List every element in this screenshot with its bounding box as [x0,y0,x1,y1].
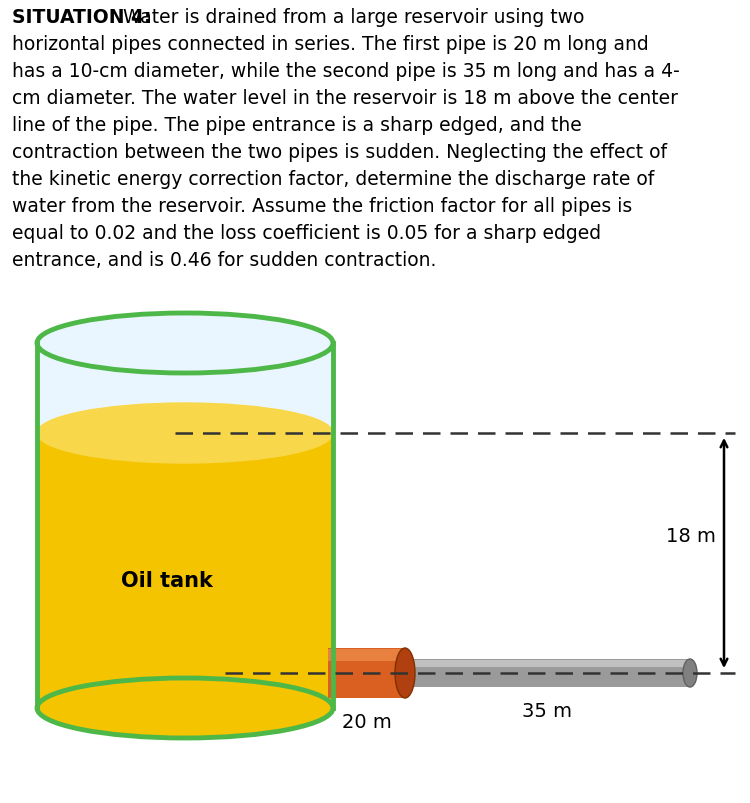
Text: contraction between the two pipes is sudden. Neglecting the effect of: contraction between the two pipes is sud… [12,143,667,161]
Text: 18 m: 18 m [666,526,716,544]
Text: has a 10-cm diameter, while the second pipe is 35 m long and has a 4-: has a 10-cm diameter, while the second p… [12,62,680,81]
Ellipse shape [37,679,333,738]
Ellipse shape [37,403,333,463]
Text: entrance, and is 0.46 for sudden contraction.: entrance, and is 0.46 for sudden contrac… [12,251,436,270]
Text: horizontal pipes connected in series. The first pipe is 20 m long and: horizontal pipes connected in series. Th… [12,35,649,54]
Ellipse shape [395,648,415,698]
Bar [405,659,690,687]
Ellipse shape [683,659,697,687]
Text: Oil tank: Oil tank [121,571,213,591]
Ellipse shape [37,314,333,373]
Bar [405,661,690,666]
Text: 20 m: 20 m [341,712,392,731]
Text: SITUATION 4:: SITUATION 4: [12,8,158,27]
Text: line of the pipe. The pipe entrance is a sharp edged, and the: line of the pipe. The pipe entrance is a… [12,116,582,135]
Text: Water is drained from a large reservoir using two: Water is drained from a large reservoir … [123,8,584,27]
Text: equal to 0.02 and the loss coefficient is 0.05 for a sharp edged: equal to 0.02 and the loss coefficient i… [12,224,602,243]
Bar [37,344,333,434]
Bar [37,344,333,708]
Text: 35 m: 35 m [523,701,572,720]
Text: cm diameter. The water level in the reservoir is 18 m above the center: cm diameter. The water level in the rese… [12,89,678,108]
Bar [328,650,405,661]
Text: the kinetic energy correction factor, determine the discharge rate of: the kinetic energy correction factor, de… [12,169,654,189]
Text: water from the reservoir. Assume the friction factor for all pipes is: water from the reservoir. Assume the fri… [12,197,632,216]
Bar [328,648,405,698]
